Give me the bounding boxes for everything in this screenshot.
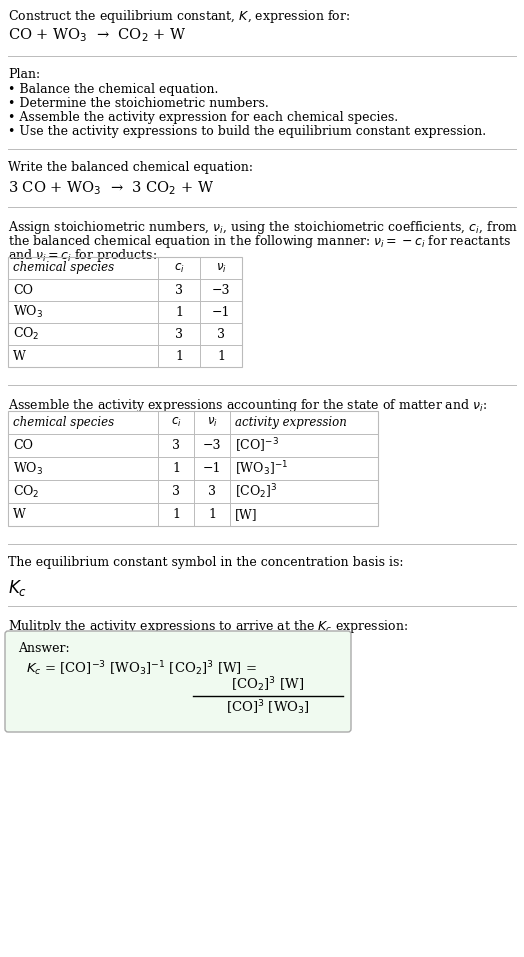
Text: [CO$_2$]$^3$: [CO$_2$]$^3$ xyxy=(235,482,278,501)
Text: CO$_2$: CO$_2$ xyxy=(13,483,39,500)
Text: 1: 1 xyxy=(172,462,180,475)
Text: WO$_3$: WO$_3$ xyxy=(13,460,43,477)
Text: −1: −1 xyxy=(203,462,221,475)
Text: and $\nu_i = c_i$ for products:: and $\nu_i = c_i$ for products: xyxy=(8,247,157,264)
Text: chemical species: chemical species xyxy=(13,416,114,429)
Text: 3: 3 xyxy=(175,327,183,341)
Text: CO: CO xyxy=(13,283,33,297)
Text: 3: 3 xyxy=(217,327,225,341)
Text: • Balance the chemical equation.: • Balance the chemical equation. xyxy=(8,83,219,96)
Text: Assemble the activity expressions accounting for the state of matter and $\nu_i$: Assemble the activity expressions accoun… xyxy=(8,397,487,414)
Bar xyxy=(8,411,378,526)
Text: $c_i$: $c_i$ xyxy=(173,261,184,275)
Text: • Determine the stoichiometric numbers.: • Determine the stoichiometric numbers. xyxy=(8,97,269,110)
Text: activity expression: activity expression xyxy=(235,416,347,429)
Text: 1: 1 xyxy=(175,349,183,363)
Text: Write the balanced chemical equation:: Write the balanced chemical equation: xyxy=(8,161,253,174)
Text: Mulitply the activity expressions to arrive at the $K_c$ expression:: Mulitply the activity expressions to arr… xyxy=(8,618,408,635)
Text: −3: −3 xyxy=(212,283,230,297)
Text: 3: 3 xyxy=(175,283,183,297)
Text: Assign stoichiometric numbers, $\nu_i$, using the stoichiometric coefficients, $: Assign stoichiometric numbers, $\nu_i$, … xyxy=(8,219,518,236)
Text: chemical species: chemical species xyxy=(13,261,114,275)
Text: W: W xyxy=(13,349,26,363)
FancyBboxPatch shape xyxy=(5,631,351,732)
Text: −1: −1 xyxy=(212,305,230,319)
Text: $K_c$ = [CO]$^{-3}$ [WO$_3$]$^{-1}$ [CO$_2$]$^3$ [W] =: $K_c$ = [CO]$^{-3}$ [WO$_3$]$^{-1}$ [CO$… xyxy=(26,659,257,679)
Text: [CO]$^{-3}$: [CO]$^{-3}$ xyxy=(235,436,279,455)
Text: 3: 3 xyxy=(172,439,180,452)
Text: Plan:: Plan: xyxy=(8,68,40,81)
Text: [WO$_3$]$^{-1}$: [WO$_3$]$^{-1}$ xyxy=(235,459,288,478)
Bar xyxy=(8,411,378,526)
Bar xyxy=(8,257,242,367)
Bar xyxy=(8,257,242,367)
Text: −3: −3 xyxy=(203,439,221,452)
Text: • Use the activity expressions to build the equilibrium constant expression.: • Use the activity expressions to build … xyxy=(8,125,486,138)
Text: 1: 1 xyxy=(172,508,180,521)
Text: • Assemble the activity expression for each chemical species.: • Assemble the activity expression for e… xyxy=(8,111,398,124)
Text: Answer:: Answer: xyxy=(18,642,70,655)
Text: [W]: [W] xyxy=(235,508,258,521)
Text: $\nu_i$: $\nu_i$ xyxy=(215,261,226,275)
Text: 3: 3 xyxy=(172,485,180,498)
Text: 3 CO + WO$_3$  →  3 CO$_2$ + W: 3 CO + WO$_3$ → 3 CO$_2$ + W xyxy=(8,179,214,197)
Text: The equilibrium constant symbol in the concentration basis is:: The equilibrium constant symbol in the c… xyxy=(8,556,403,569)
Text: W: W xyxy=(13,508,26,521)
Text: Construct the equilibrium constant, $K$, expression for:: Construct the equilibrium constant, $K$,… xyxy=(8,8,350,25)
Text: [CO$_2$]$^3$ [W]: [CO$_2$]$^3$ [W] xyxy=(232,676,304,694)
Text: WO$_3$: WO$_3$ xyxy=(13,304,43,320)
Text: 3: 3 xyxy=(208,485,216,498)
Text: CO: CO xyxy=(13,439,33,452)
Text: $\nu_i$: $\nu_i$ xyxy=(206,416,217,429)
Text: 1: 1 xyxy=(208,508,216,521)
Text: CO + WO$_3$  →  CO$_2$ + W: CO + WO$_3$ → CO$_2$ + W xyxy=(8,26,187,44)
Text: 1: 1 xyxy=(175,305,183,319)
Text: $K_c$: $K_c$ xyxy=(8,578,27,598)
Text: the balanced chemical equation in the following manner: $\nu_i = -c_i$ for react: the balanced chemical equation in the fo… xyxy=(8,233,511,250)
Text: 1: 1 xyxy=(217,349,225,363)
Text: [CO]$^3$ [WO$_3$]: [CO]$^3$ [WO$_3$] xyxy=(226,698,310,717)
Text: CO$_2$: CO$_2$ xyxy=(13,326,39,342)
Text: $c_i$: $c_i$ xyxy=(171,416,181,429)
